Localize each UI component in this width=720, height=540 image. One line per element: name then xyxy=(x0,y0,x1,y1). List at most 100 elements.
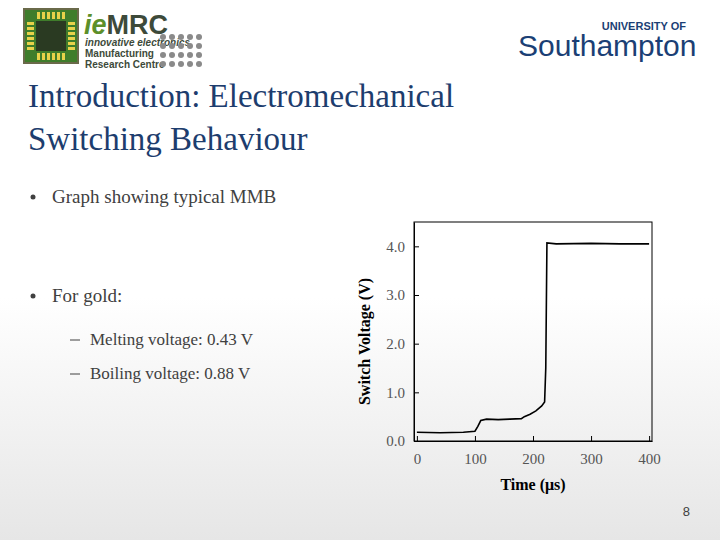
y-axis-line xyxy=(414,223,415,442)
chip-pin xyxy=(37,12,40,19)
chip-pin xyxy=(27,22,34,25)
logo-dot xyxy=(178,43,184,49)
y-tick: 4.0 xyxy=(386,239,419,255)
y-tick-label: 3.0 xyxy=(386,287,405,303)
x-axis: 0 100 200 300 400 xyxy=(414,436,661,467)
plot-frame xyxy=(414,222,652,441)
logo-dot xyxy=(196,43,202,49)
chip-pin xyxy=(27,47,34,50)
slide-title: Introduction: Electromechanical xyxy=(28,78,454,114)
logo: ieMRCinnovative electronicsManufacturing… xyxy=(24,9,202,70)
logo-dot xyxy=(178,52,184,58)
logo-dot xyxy=(187,43,193,49)
plot-area xyxy=(417,243,649,433)
chip-pin xyxy=(57,12,60,19)
chip-pin xyxy=(57,53,60,60)
chip-pin xyxy=(68,47,75,50)
x-tick-mark xyxy=(591,436,592,441)
chip-pin xyxy=(68,22,75,25)
chart: 0.0 1.0 2.0 3.0 4.0 0 100 200 300 400 Time (μs) Swi… xyxy=(356,222,661,494)
y-tick-label: 1.0 xyxy=(386,385,405,401)
chip-pin xyxy=(68,27,75,30)
y-tick-label: 4.0 xyxy=(386,239,405,255)
logo-dot xyxy=(160,52,166,58)
y-axis-title: Switch Voltage (V) xyxy=(356,278,374,405)
y-tick: 1.0 xyxy=(386,385,419,401)
y-tick: 0.0 xyxy=(386,433,419,449)
sub-bullet: Boiling voltage: 0.88 V xyxy=(90,364,251,383)
logo-dot xyxy=(178,61,184,67)
logo-dot xyxy=(187,52,193,58)
university-name: Southampton xyxy=(518,29,696,62)
sub-bullet-dash xyxy=(70,374,80,375)
logo-dot xyxy=(178,34,184,40)
x-tick: 0 xyxy=(414,436,422,467)
chip-pin xyxy=(42,12,45,19)
page-number: 8 xyxy=(683,504,690,519)
x-tick-mark xyxy=(417,436,418,441)
logo-dot xyxy=(196,52,202,58)
logo-dot xyxy=(169,34,175,40)
chip-pin xyxy=(27,27,34,30)
bullet-dot xyxy=(31,294,36,299)
logo-dot xyxy=(160,43,166,49)
y-axis: 0.0 1.0 2.0 3.0 4.0 xyxy=(386,223,419,450)
y-tick-mark xyxy=(414,295,419,296)
chip-pin xyxy=(68,32,75,35)
logo-line: Manufacturing xyxy=(85,48,154,59)
y-tick-label: 2.0 xyxy=(386,336,405,352)
logo-dot xyxy=(187,34,193,40)
x-tick: 100 xyxy=(464,436,487,467)
logo-line: innovative electronics xyxy=(85,37,190,48)
chip-pin xyxy=(52,12,55,19)
logo-dot xyxy=(196,34,202,40)
chip-pin xyxy=(52,53,55,60)
chip-pin xyxy=(42,53,45,60)
chip-pin xyxy=(68,42,75,45)
x-tick: 300 xyxy=(580,436,603,467)
chip-pin xyxy=(27,37,34,40)
x-tick-mark xyxy=(649,436,650,441)
chip-pin xyxy=(68,37,75,40)
chip-pin xyxy=(62,12,65,19)
logo-line: Research Centre xyxy=(85,59,165,70)
chip-core xyxy=(36,21,66,51)
logo-dot xyxy=(160,34,166,40)
y-tick-mark xyxy=(414,344,419,345)
x-tick-label: 400 xyxy=(638,451,661,467)
x-tick: 400 xyxy=(638,436,661,467)
chip-pin xyxy=(27,42,34,45)
logo-dot xyxy=(187,61,193,67)
y-tick: 3.0 xyxy=(386,287,419,303)
logo-dot xyxy=(160,61,166,67)
chip-icon xyxy=(24,9,78,63)
voltage-line xyxy=(417,243,649,433)
chip-pin xyxy=(62,53,65,60)
x-tick-label: 300 xyxy=(580,451,603,467)
x-tick-label: 0 xyxy=(414,451,422,467)
chip-pin xyxy=(47,12,50,19)
bullet-dot xyxy=(31,195,36,200)
sub-bullet: Melting voltage: 0.43 V xyxy=(90,330,254,349)
chip-pin xyxy=(47,53,50,60)
y-tick-label: 0.0 xyxy=(386,433,405,449)
bullet: For gold: xyxy=(52,285,122,306)
chip-pin xyxy=(37,53,40,60)
logo-mark: ieMRC xyxy=(84,10,168,40)
chip-pin xyxy=(27,32,34,35)
y-tick: 2.0 xyxy=(386,336,419,352)
logo-dot xyxy=(169,43,175,49)
x-tick: 200 xyxy=(522,436,545,467)
bullet: Graph showing typical MMB xyxy=(52,186,276,207)
y-tick-mark xyxy=(414,392,419,393)
y-tick-mark xyxy=(414,246,419,247)
logo-dot xyxy=(196,61,202,67)
logo-dot xyxy=(169,52,175,58)
x-tick-label: 200 xyxy=(522,451,545,467)
logo-dot xyxy=(169,61,175,67)
x-tick-mark xyxy=(475,436,476,441)
slide-title: Switching Behaviour xyxy=(28,121,308,157)
x-axis-title: Time (μs) xyxy=(500,476,565,494)
x-tick-mark xyxy=(533,436,534,441)
x-axis-line xyxy=(415,441,653,442)
